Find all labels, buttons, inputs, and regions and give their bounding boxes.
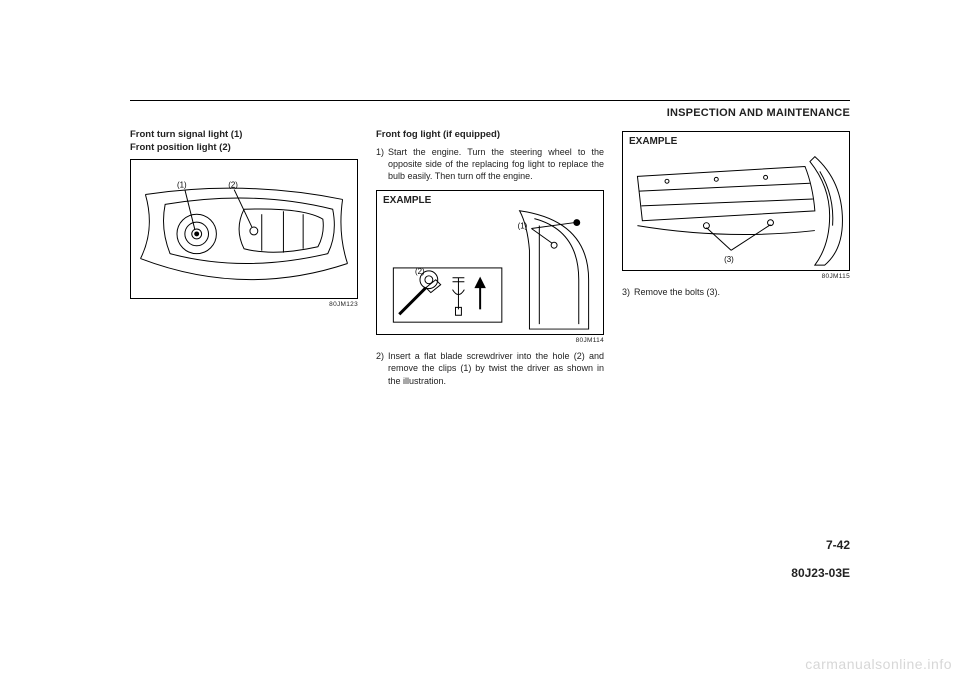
- wheelwell-diagram: (1) (2): [377, 191, 603, 334]
- step3-num: 3): [622, 286, 630, 298]
- section-header: INSPECTION AND MAINTENANCE: [130, 107, 850, 119]
- figure-underbody: EXAMPLE: [622, 131, 850, 271]
- underbody-diagram: (3): [623, 132, 849, 270]
- col3-fig-code: 80JM115: [622, 273, 850, 280]
- col1-heading-l1: Front turn signal light (1): [130, 129, 242, 140]
- example-tag-3: EXAMPLE: [629, 136, 677, 147]
- col3-step3: 3) Remove the bolts (3).: [622, 286, 850, 298]
- doc-code: 80J23-03E: [791, 566, 850, 580]
- col1-fig-code: 80JM123: [130, 301, 358, 308]
- column-1: Front turn signal light (1) Front positi…: [130, 129, 358, 387]
- step2-num: 2): [376, 350, 384, 386]
- page-number: 7-42: [826, 538, 850, 552]
- step2-text: Insert a flat blade screwdriver into the…: [388, 350, 604, 386]
- col2-heading: Front fog light (if equipped): [376, 129, 604, 142]
- col2-step2: 2) Insert a flat blade screwdriver into …: [376, 350, 604, 386]
- column-3: EXAMPLE: [622, 129, 850, 387]
- label-2: (2): [228, 180, 238, 189]
- label-1: (1): [177, 180, 187, 189]
- figure-headlight: (1) (2): [130, 159, 358, 299]
- step1-num: 1): [376, 146, 384, 182]
- headlight-diagram: (1) (2): [131, 160, 357, 298]
- label-c2-2: (2): [415, 267, 425, 276]
- page-content: INSPECTION AND MAINTENANCE Front turn si…: [130, 100, 850, 580]
- header-rule: [130, 100, 850, 101]
- step1-text: Start the engine. Turn the steering whee…: [388, 146, 604, 182]
- column-2: Front fog light (if equipped) 1) Start t…: [376, 129, 604, 387]
- col2-fig-code: 80JM114: [376, 337, 604, 344]
- columns: Front turn signal light (1) Front positi…: [130, 129, 850, 387]
- col2-step1: 1) Start the engine. Turn the steering w…: [376, 146, 604, 182]
- col1-heading-l2: Front position light (2): [130, 142, 231, 153]
- figure-wheelwell: EXAMPLE: [376, 190, 604, 335]
- example-tag-2: EXAMPLE: [383, 195, 431, 206]
- label-c3-3: (3): [724, 255, 734, 264]
- label-c2-1: (1): [518, 222, 528, 231]
- step3-text: Remove the bolts (3).: [634, 286, 850, 298]
- col1-heading: Front turn signal light (1) Front positi…: [130, 129, 358, 155]
- watermark: carmanualsonline.info: [805, 656, 952, 672]
